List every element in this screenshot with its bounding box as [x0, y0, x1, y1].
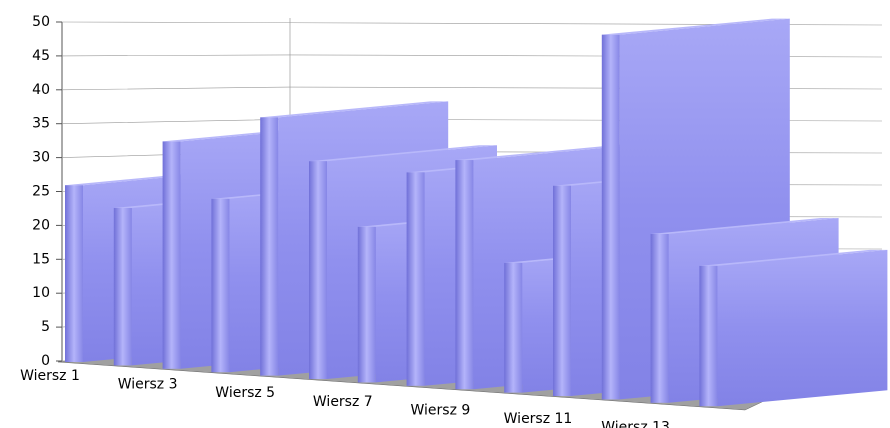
bar-side: [717, 249, 888, 407]
bar: [260, 117, 279, 376]
y-tick-label: 45: [32, 48, 50, 64]
x-tick-label: Wiersz 9: [411, 402, 471, 418]
x-tick-label: Wiersz 5: [215, 385, 275, 401]
bar: [699, 265, 718, 407]
y-tick-label: 50: [32, 14, 50, 30]
x-tick-label: Wiersz 11: [504, 411, 573, 427]
bar-top: [260, 101, 449, 118]
bar-top: [309, 145, 497, 162]
grid-line: [61, 21, 883, 26]
y-tick-label: 40: [32, 82, 50, 98]
bar: [211, 198, 230, 373]
bar: [357, 226, 376, 383]
y-tick-label: 25: [32, 184, 50, 200]
x-tick-label: Wiersz 13: [601, 420, 670, 428]
y-tick-label: 30: [32, 150, 50, 166]
y-tick-label: 0: [41, 353, 50, 369]
bar: [553, 185, 571, 396]
bar: [504, 262, 523, 393]
bar: [162, 141, 181, 369]
x-tick-label: Wiersz 1: [20, 368, 80, 384]
bar: [309, 161, 327, 379]
x-tick-label: Wiersz 3: [118, 377, 178, 393]
bar-top: [699, 249, 888, 266]
y-tick-label: 15: [32, 251, 50, 267]
bar: [406, 172, 425, 386]
bar: [455, 160, 474, 390]
bar-top: [650, 217, 839, 234]
y-tick-label: 20: [32, 217, 50, 233]
bar: [113, 207, 132, 366]
x-tick-label: Wiersz 7: [313, 394, 373, 410]
bar: [601, 34, 620, 400]
bar: [650, 233, 669, 403]
bar: [65, 185, 83, 362]
bar-top: [455, 144, 644, 161]
y-tick-label: 5: [41, 319, 50, 335]
y-tick-label: 10: [32, 285, 50, 301]
bar-top: [601, 18, 790, 35]
y-tick-label: 35: [32, 116, 50, 132]
